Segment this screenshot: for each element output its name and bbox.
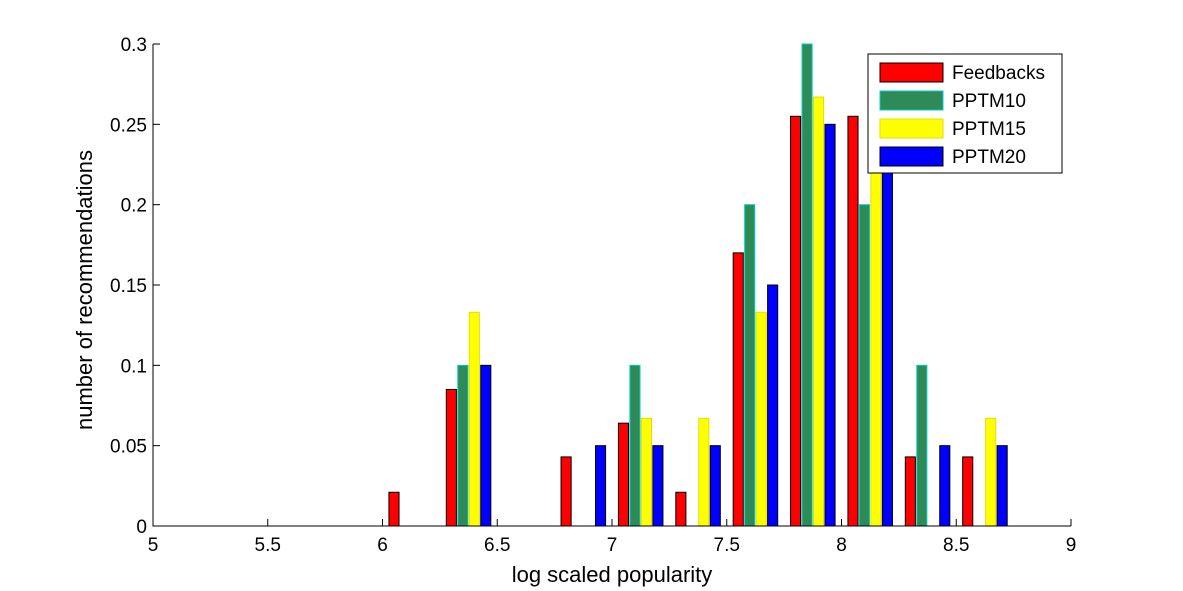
bar-pptm15-8 (640, 417, 652, 527)
bar-pptm15-5 (468, 311, 480, 527)
legend-label-pptm15: PPTM15 (952, 119, 1026, 140)
x-tick-label: 8.5 (943, 535, 969, 556)
y-tick-label: 0.3 (121, 35, 147, 56)
bar-pptm15-14 (985, 417, 997, 527)
bar-pptm10-13 (916, 364, 928, 527)
x-tick-label: 6.5 (484, 535, 510, 556)
bar-pptm15-11 (813, 96, 825, 527)
bar-feedbacks-13 (904, 456, 916, 527)
y-tick-label: 0.05 (110, 437, 147, 458)
bar-pptm10-10 (744, 204, 756, 527)
x-tick-label: 5 (148, 535, 159, 556)
bar-pptm20-13 (939, 445, 951, 527)
bar-pptm15-10 (755, 311, 767, 527)
x-tick-label: 8 (836, 535, 847, 556)
legend-label-pptm10: PPTM10 (952, 91, 1026, 112)
bar-feedbacks-7 (560, 456, 572, 527)
y-tick-label: 0 (136, 517, 147, 538)
legend-swatch-feedbacks (879, 62, 944, 83)
bar-pptm15-9 (698, 417, 710, 527)
legend-swatch-pptm15 (879, 118, 944, 139)
legend: Feedbacks PPTM10 PPTM15 PPTM20 (867, 53, 1063, 174)
x-axis-title: log scaled popularity (512, 562, 713, 587)
bar-feedbacks-9 (675, 491, 687, 527)
bar-feedbacks-8 (617, 422, 630, 527)
y-axis-title: number of recommendations (72, 150, 97, 430)
bar-pptm20-7 (594, 445, 607, 527)
bar-pptm10-11 (801, 43, 813, 527)
bar-pptm10-5 (457, 364, 469, 527)
bar-pptm15-12 (870, 151, 882, 527)
bar-feedbacks-14 (962, 456, 974, 527)
x-tick-label: 9 (1066, 535, 1077, 556)
legend-swatch-pptm20 (879, 146, 944, 167)
legend-swatch-pptm10 (879, 90, 944, 111)
bar-pptm20-9 (709, 445, 721, 527)
bar-feedbacks-4 (388, 491, 400, 527)
legend-label-pptm20: PPTM20 (952, 147, 1026, 168)
bar-pptm20-14 (996, 445, 1008, 527)
bar-feedbacks-11 (790, 115, 802, 527)
legend-label-feedbacks: Feedbacks (952, 63, 1045, 84)
bar-pptm10-12 (858, 204, 871, 527)
bar-feedbacks-10 (732, 252, 744, 527)
x-tick-label: 7 (607, 535, 618, 556)
bar-pptm20-12 (881, 123, 893, 527)
y-tick-label: 0.25 (110, 115, 147, 136)
x-tick-label: 7.5 (714, 535, 740, 556)
y-tick-label: 0.15 (110, 276, 147, 297)
bar-pptm20-5 (480, 364, 492, 527)
x-tick-label: 6 (377, 535, 388, 556)
bar-feedbacks-12 (847, 115, 859, 527)
bar-pptm20-11 (824, 123, 836, 527)
axes-group: 5 5.5 6 6.5 7 7.5 8 8.5 9 0 0.05 0.1 0.15 0.2 0.25 0.3 (110, 35, 1076, 556)
bar-pptm20-8 (652, 445, 664, 527)
y-tick-label: 0.1 (121, 356, 147, 377)
x-tick-label: 5.5 (255, 535, 281, 556)
bar-pptm20-10 (767, 284, 779, 527)
bar-feedbacks-5 (445, 388, 457, 527)
bar-pptm10-8 (629, 364, 641, 527)
y-tick-label: 0.2 (121, 196, 147, 217)
